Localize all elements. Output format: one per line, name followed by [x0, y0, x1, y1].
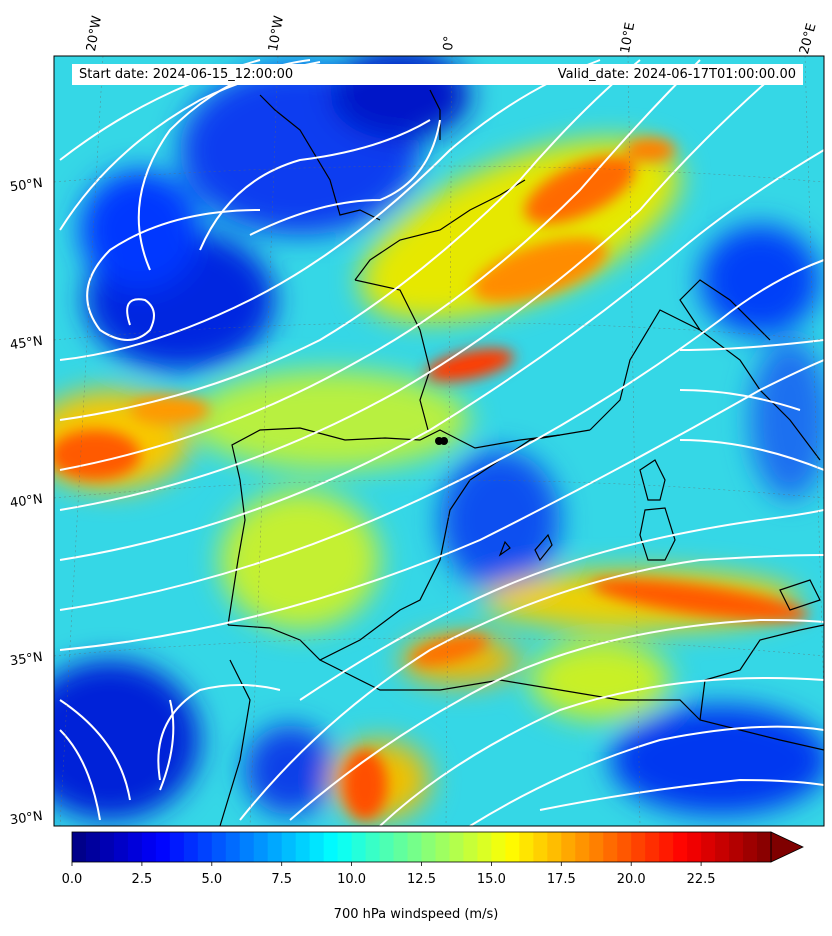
colorbar-segment: [393, 832, 409, 862]
colorbar-segment: [463, 832, 479, 862]
colorbar-segment: [72, 832, 87, 862]
colorbar-segment: [505, 832, 520, 862]
colorbar-segment: [211, 832, 227, 862]
colorbar-segment: [323, 832, 339, 862]
colorbar-segment: [379, 832, 395, 862]
colorbar-segment: [617, 832, 632, 862]
colorbar-segment: [575, 832, 590, 862]
colorbar-segment: [435, 832, 451, 862]
colorbar-segment: [533, 832, 548, 862]
colorbar-segment: [547, 832, 562, 862]
lon-label-0: 0°: [441, 35, 458, 52]
colorbar-segment: [757, 832, 772, 862]
colorbar-segment: [239, 832, 255, 862]
colorbar-segment: [561, 832, 576, 862]
colorbar-segment: [407, 832, 423, 862]
colorbar-tick-label: 7.5: [271, 872, 293, 887]
colorbar-segment: [365, 832, 381, 862]
colorbar-tick-label: 0.0: [61, 872, 83, 887]
colorbar-segment: [113, 832, 129, 862]
date-info-box: Start date: 2024-06-15_12:00:00 Valid_da…: [72, 64, 803, 85]
colorbar-segment: [477, 832, 492, 862]
map-frame: [53, 55, 825, 827]
colorbar-segment: [659, 832, 674, 862]
colorbar-segment: [281, 832, 297, 862]
colorbar-segment: [673, 832, 688, 862]
start-date-text: Start date: 2024-06-15_12:00:00: [79, 67, 294, 82]
colorbar-segment: [603, 832, 618, 862]
colorbar-segment: [519, 832, 534, 862]
colorbar-tick-label: 5.0: [201, 872, 223, 887]
colorbar-segment: [225, 832, 241, 862]
colorbar-segment: [309, 832, 325, 862]
colorbar-segment: [421, 832, 437, 862]
colorbar-label: 700 hPa windspeed (m/s): [333, 907, 499, 922]
grid-lines: [54, 56, 824, 826]
colorbar-segment: [645, 832, 660, 862]
colorbar-segment: [253, 832, 269, 862]
colorbar-segment: [491, 832, 506, 862]
colorbar-segment: [169, 832, 185, 862]
colorbar: [71, 831, 804, 866]
colorbar-segment: [337, 832, 353, 862]
colorbar-segment: [701, 832, 716, 862]
location-marker: [435, 437, 448, 445]
colorbar-tick-label: 20.0: [616, 872, 646, 887]
colorbar-segment: [743, 832, 758, 862]
colorbar-tick-label: 2.5: [131, 872, 153, 887]
colorbar-segment: [197, 832, 213, 862]
colorbar-segment: [183, 832, 199, 862]
colorbar-segment: [141, 832, 157, 862]
colorbar-segment: [631, 832, 646, 862]
colorbar-segment: [99, 832, 115, 862]
colorbar-tick-label: 22.5: [686, 872, 716, 887]
colorbar-segment: [715, 832, 730, 862]
colorbar-tick-label: 17.5: [546, 872, 576, 887]
valid-date-text: Valid_date: 2024-06-17T01:00:00.00: [557, 67, 796, 82]
colorbar-segment: [295, 832, 311, 862]
windspeed-field: [54, 56, 824, 826]
colorbar-segment: [155, 832, 171, 862]
colorbar-segment: [127, 832, 143, 862]
colorbar-segment: [351, 832, 367, 862]
colorbar-segment: [729, 832, 744, 862]
colorbar-segment: [267, 832, 283, 862]
colorbar-tick-label: 12.5: [407, 872, 436, 887]
colorbar-segment: [85, 832, 101, 862]
colorbar-tick-label: 15.0: [476, 872, 506, 887]
colorbar-segment: [449, 832, 465, 862]
colorbar-segment: [687, 832, 702, 862]
colorbar-segment: [589, 832, 604, 862]
colorbar-tick-label: 10.0: [337, 872, 367, 887]
